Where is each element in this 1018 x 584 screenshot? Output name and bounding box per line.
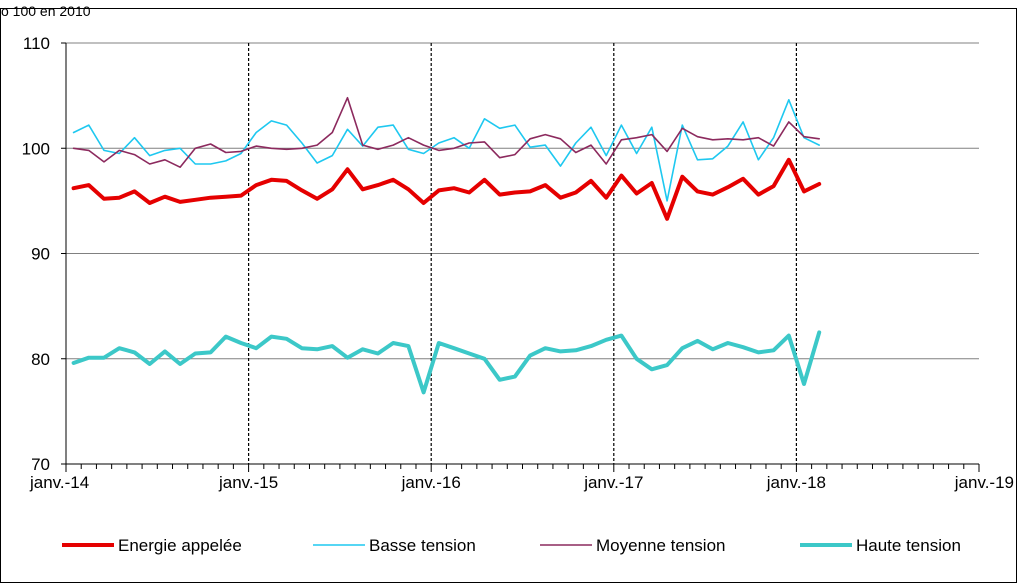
legend: Energie appelée Basse tension Moyenne tens… [62,536,961,555]
y-tick-label: 110 [23,34,50,53]
x-tick-label: janv.-16 [401,473,461,492]
legend-label-0: Energie appelée [118,536,242,555]
y-tick-label: 80 [31,350,50,369]
axes: 70 80 90 100 110 janv.-14 janv.-15 janv.-16 janv… [22,34,1014,492]
y-tick-label: 100 [22,139,50,158]
y-tick-label: 90 [31,245,50,264]
series-line-1 [72,99,821,202]
series-line-0 [71,157,822,221]
legend-label-2: Moyenne tension [596,536,725,555]
x-tick-label: janv.-15 [218,473,278,492]
legend-label-3: Haute tension [856,536,961,555]
x-tick-label: janv.-14 [29,473,89,492]
grid [66,42,979,464]
legend-label-1: Basse tension [369,536,476,555]
series-lines [71,96,822,395]
series-line-2 [72,96,821,168]
chart-caption: o 100 en 2010 [1,3,91,19]
chart-frame: o 100 en 2010 [0,3,1017,583]
x-tick-label: janv.-19 [954,473,1014,492]
series-line-3 [71,330,822,395]
x-tick-label: janv.-17 [583,473,643,492]
x-tick-label: janv.-18 [766,473,826,492]
y-tick-label: 70 [31,455,50,474]
